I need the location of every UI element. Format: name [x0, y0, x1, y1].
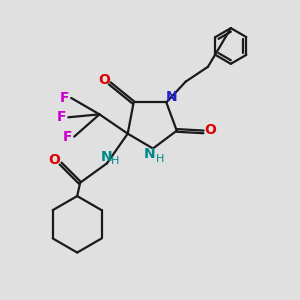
Text: N: N — [101, 150, 113, 164]
Text: O: O — [48, 153, 60, 167]
Text: H: H — [111, 156, 119, 166]
Text: F: F — [60, 91, 69, 105]
Text: O: O — [204, 123, 216, 137]
Text: F: F — [57, 110, 67, 124]
Text: F: F — [63, 130, 72, 144]
Text: N: N — [166, 90, 178, 104]
Text: H: H — [156, 154, 165, 164]
Text: N: N — [144, 148, 156, 161]
Text: O: O — [99, 73, 110, 87]
